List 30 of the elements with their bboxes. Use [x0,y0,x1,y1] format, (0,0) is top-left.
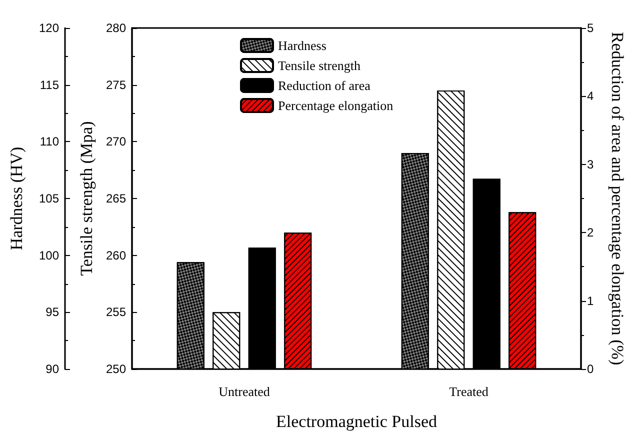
y3-tick-label: 4 [587,89,594,104]
legend-label: Hardness [278,38,326,53]
y-tick-label: 95 [46,305,60,320]
y3-tick-label: 0 [587,362,594,376]
y2-tick-label: 255 [106,305,126,320]
y-tick-label: 115 [40,78,60,92]
x-tick-label: Untreated [218,384,270,399]
y2-tick-label: 270 [106,134,126,149]
y2-tick-label: 280 [106,21,126,35]
y2-axis-title: Tensile strength (Mpa) [77,121,96,276]
y2-tick-label: 265 [106,192,126,206]
y3-tick-label: 3 [587,157,594,172]
y3-axis-title: Reduction of area and percentage elongation (%) [608,32,627,366]
y-tick-label: 105 [38,192,60,206]
y3-tick-label: 2 [587,226,594,240]
y-tick-label: 110 [40,134,60,149]
y3-tick-label: 1 [587,294,594,308]
legend-label: Percentage elongation [278,98,394,113]
y-tick-label: 90 [46,362,60,376]
y2-tick-label: 260 [106,248,126,262]
x-tick-label: Treated [449,384,489,399]
y-axis-title: Hardness (HV) [7,146,26,250]
y-tick-label: 120 [38,21,60,35]
x-axis-title: Electromagnetic Pulsed [276,412,438,431]
y-tick-label: 100 [38,248,60,262]
y3-tick-label: 5 [587,21,594,35]
legend-label: Tensile strength [278,58,361,73]
legend-label: Reduction of area [278,78,371,93]
y2-tick-label: 250 [106,362,126,376]
y2-tick-label: 275 [106,78,126,92]
